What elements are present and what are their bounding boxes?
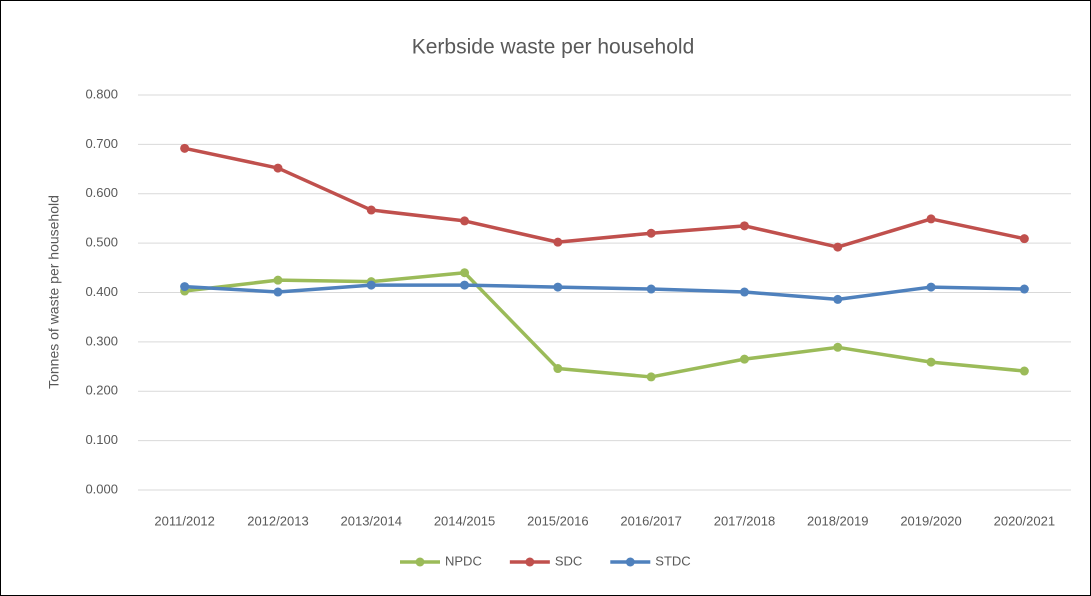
x-tick-label: 2017/2018: [714, 513, 775, 528]
y-tick-label: 0.400: [85, 284, 118, 299]
series-marker: [553, 282, 563, 292]
series-marker: [1019, 366, 1029, 376]
series-marker: [366, 280, 376, 290]
legend-marker: [525, 557, 535, 567]
legend-label: SDC: [555, 553, 582, 568]
legend-label: NPDC: [445, 553, 482, 568]
series-marker: [739, 221, 749, 231]
y-tick-label: 0.600: [85, 185, 118, 200]
x-tick-label: 2012/2013: [247, 513, 308, 528]
series-marker: [460, 280, 470, 290]
y-axis-label: Tonnes of waste per household: [46, 195, 62, 389]
series-marker: [739, 354, 749, 364]
series-line: [184, 283, 1025, 302]
series-marker: [180, 282, 190, 292]
y-tick-label: 0.100: [85, 432, 118, 447]
series-marker: [273, 287, 283, 297]
series-marker: [460, 268, 470, 278]
y-tick-label: 0.200: [85, 383, 118, 398]
x-tick-label: 2016/2017: [620, 513, 681, 528]
x-tick-label: 2018/2019: [807, 513, 868, 528]
series-marker: [739, 287, 749, 297]
series-marker: [366, 205, 376, 215]
series-marker: [1019, 284, 1029, 294]
x-tick-label: 2011/2012: [154, 513, 215, 528]
series-marker: [646, 284, 656, 294]
series-marker: [1019, 234, 1029, 244]
series-marker: [833, 242, 843, 252]
legend-label: STDC: [655, 553, 690, 568]
y-tick-label: 0.800: [85, 86, 118, 101]
series-marker: [273, 275, 283, 285]
series-marker: [553, 237, 563, 247]
y-tick-label: 0.300: [85, 333, 118, 348]
series-marker: [180, 143, 190, 153]
series-line: [184, 146, 1025, 249]
series-marker: [646, 372, 656, 382]
series-marker: [646, 228, 656, 238]
x-tick-label: 2013/2014: [341, 513, 402, 528]
y-tick-label: 0.000: [85, 481, 118, 496]
x-tick-label: 2015/2016: [527, 513, 588, 528]
legend-marker: [625, 557, 635, 567]
series-marker: [833, 342, 843, 352]
series-marker: [460, 216, 470, 226]
y-tick-label: 0.500: [85, 235, 118, 250]
series-marker: [926, 282, 936, 292]
chart-title: Kerbside waste per household: [412, 36, 695, 59]
series-marker: [553, 364, 563, 374]
y-tick-label: 0.700: [85, 136, 118, 151]
series-marker: [926, 214, 936, 224]
series-line: [184, 271, 1025, 379]
series-marker: [273, 163, 283, 173]
legend-marker: [415, 557, 425, 567]
x-tick-label: 2020/2021: [994, 513, 1055, 528]
series-marker: [926, 357, 936, 367]
x-tick-label: 2014/2015: [434, 513, 495, 528]
series-marker: [833, 294, 843, 304]
x-tick-label: 2019/2020: [900, 513, 961, 528]
